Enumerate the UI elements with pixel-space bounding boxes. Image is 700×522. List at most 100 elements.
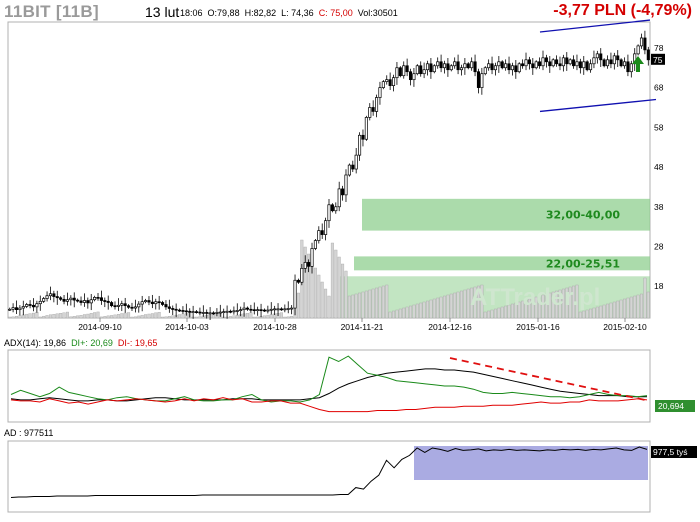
price-frame: [7, 21, 651, 319]
volume-bar: [330, 242, 334, 319]
candle-body: [368, 107, 372, 118]
candle-body: [449, 65, 453, 71]
volume-bar: [429, 299, 433, 319]
volume-bar: [402, 307, 406, 319]
volume-bar: [283, 316, 287, 319]
candle-body: [317, 230, 321, 241]
volume-bar: [232, 315, 236, 319]
candle-body: [14, 307, 19, 311]
candle-body: [127, 305, 131, 308]
volume-bar: [578, 311, 582, 319]
candle-body: [425, 63, 430, 71]
candle-body: [205, 312, 209, 314]
candle-body: [324, 220, 328, 235]
candle-body: [551, 59, 555, 67]
volume-bar: [534, 296, 538, 319]
volume-bar: [62, 312, 66, 319]
candle-body: [86, 300, 90, 304]
candle-body: [293, 279, 297, 309]
volume-bar: [48, 314, 52, 319]
volume-bar: [59, 313, 63, 319]
volume-bar: [171, 315, 175, 319]
volume-bar: [181, 313, 185, 319]
x-tick-label: 2015-02-10: [603, 322, 647, 332]
ad-legend: AD : 977511: [4, 428, 54, 438]
candle-body: [565, 57, 569, 65]
candle-body: [541, 57, 545, 67]
candle-body: [171, 308, 175, 310]
price-tick-label: 58: [654, 122, 664, 132]
candle-body: [371, 107, 375, 112]
volume-bar: [245, 313, 249, 319]
candle-body: [646, 49, 650, 61]
candle-body: [527, 59, 531, 65]
volume-bar: [45, 315, 49, 319]
candle-body: [89, 299, 93, 304]
candle-body: [337, 188, 341, 208]
volume-bar: [490, 309, 494, 319]
candle-body: [544, 57, 548, 63]
candle-body: [385, 79, 389, 83]
volume-bar: [612, 301, 616, 319]
candle-body: [276, 308, 280, 311]
adx-frame: [7, 349, 651, 423]
last-price-box: [651, 53, 665, 65]
volume-bar: [561, 288, 565, 319]
candle-body: [558, 63, 562, 67]
candle-body: [524, 59, 528, 67]
candle-body: [242, 307, 246, 311]
candle-body: [137, 303, 141, 308]
volume-bar: [324, 288, 328, 319]
channel-upper-line: [539, 19, 651, 33]
volume-bar: [327, 295, 331, 319]
volume-bar: [364, 290, 368, 319]
volume-bar: [235, 314, 239, 319]
candle-body: [392, 77, 396, 86]
candle-body: [130, 306, 134, 309]
volume-bar: [286, 316, 290, 319]
candle-body: [69, 297, 73, 301]
last-price-label: 75: [653, 55, 663, 65]
candle-body: [636, 45, 640, 55]
volume-bar: [480, 284, 484, 319]
volume-bar: [541, 294, 545, 319]
candle-body: [419, 65, 423, 75]
volume-bar: [140, 314, 144, 319]
ticker-label: 11BIT [11B]: [4, 2, 99, 21]
price-tick-label: 38: [654, 202, 664, 212]
candle-body: [116, 304, 120, 307]
adx-value-label: 20,694: [658, 401, 684, 411]
candle-body: [622, 61, 627, 67]
volume-bar: [385, 284, 389, 319]
close-value: C: 75,00: [318, 8, 353, 18]
candle-body: [252, 309, 256, 312]
candle-body: [364, 117, 368, 140]
volume-bar: [470, 287, 474, 319]
candle-body: [167, 306, 171, 309]
candle-body: [191, 311, 195, 313]
volume-bar: [99, 316, 103, 319]
volume-bar: [432, 298, 436, 319]
ad-value-label: 977,5 tyś: [653, 447, 688, 457]
candle-body: [228, 310, 233, 313]
candle-body: [154, 301, 158, 305]
candle-body: [639, 37, 644, 47]
volume-bar: [25, 313, 29, 319]
candle-body: [595, 53, 599, 59]
candle-body: [72, 297, 76, 301]
volume-bar: [378, 286, 382, 319]
volume-bar: [623, 298, 627, 319]
volume-bar: [409, 305, 413, 319]
price-change: -3,77 PLN (-4,79%): [553, 2, 692, 19]
adx-value-box: [655, 400, 695, 412]
volume-bar: [79, 315, 83, 319]
time-value: 18:06: [180, 8, 203, 18]
price-tick-label: 48: [654, 162, 664, 172]
volume-bar: [473, 286, 477, 319]
adx-series-line: [10, 355, 648, 403]
volume-bar: [249, 312, 253, 319]
candle-body: [262, 309, 266, 312]
candle-body: [38, 300, 42, 305]
volume-bar: [453, 292, 457, 319]
